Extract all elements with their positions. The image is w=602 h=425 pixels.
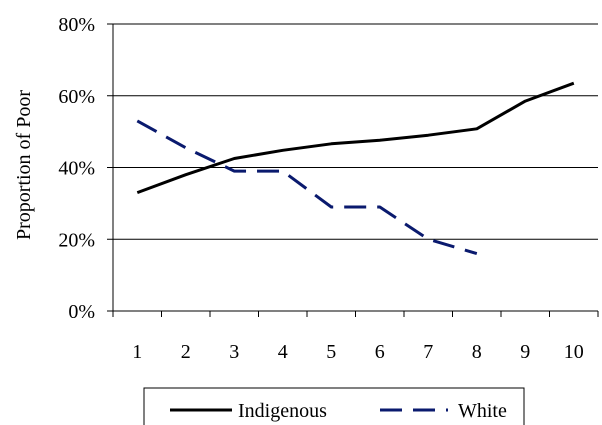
legend-box: [143, 387, 525, 425]
series-line-white: [136, 119, 478, 256]
series-lines: [136, 81, 575, 256]
legend: Indigenous White: [143, 387, 525, 425]
y-tick-label: 80%: [58, 14, 95, 36]
y-tick-label: 40%: [58, 158, 95, 180]
x-tick-labels: 1 2 3 4 5 6 7 8 9 10: [132, 341, 584, 363]
axes: [107, 23, 599, 317]
y-tick-label: 60%: [58, 86, 95, 108]
x-tick-label: 5: [326, 341, 336, 363]
legend-label-white: White: [458, 400, 507, 422]
x-tick-label: 6: [375, 341, 385, 363]
x-tick-label: 10: [564, 341, 584, 363]
y-axis-title: Proportion of Poor: [13, 90, 35, 240]
x-tick-label: 8: [472, 341, 482, 363]
y-tick-label: 0%: [68, 301, 95, 323]
x-tick-label: 4: [278, 341, 288, 363]
legend-label-indigenous: Indigenous: [238, 400, 327, 422]
x-tick-label: 7: [423, 341, 433, 363]
y-tick-label: 20%: [58, 229, 95, 251]
gridlines: [113, 23, 598, 240]
series-line-indigenous: [136, 81, 575, 195]
x-tick-label: 3: [229, 341, 239, 363]
y-tick-labels: 0% 20% 40% 60% 80%: [58, 14, 95, 323]
x-tick-label: 1: [132, 341, 142, 363]
x-tick-label: 9: [520, 341, 530, 363]
x-tick-label: 2: [181, 341, 191, 363]
